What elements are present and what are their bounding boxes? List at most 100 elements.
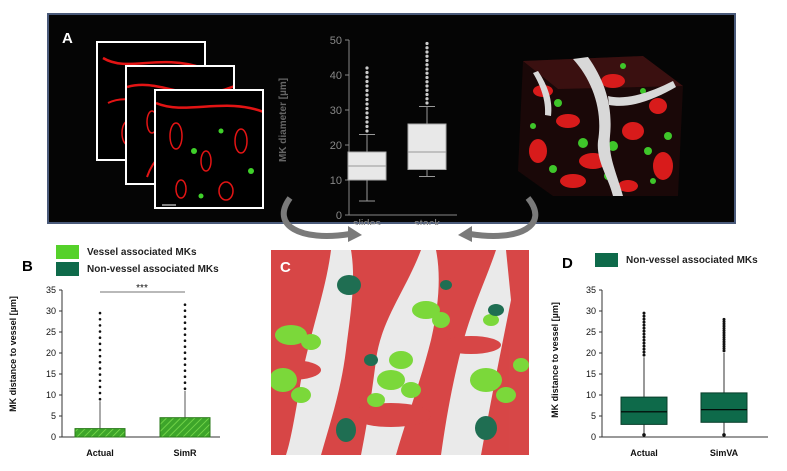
panel-d-boxes bbox=[620, 311, 748, 437]
outlier-point bbox=[425, 46, 429, 50]
outlier-point bbox=[642, 326, 646, 330]
panel-d-ytick-label: 35 bbox=[586, 285, 596, 295]
outlier-point bbox=[722, 349, 726, 353]
legend-item-non-vessel: Non-vessel associated MKs bbox=[56, 262, 219, 276]
outlier-point bbox=[98, 385, 102, 389]
outlier-point bbox=[722, 320, 726, 324]
box-Actual bbox=[620, 396, 668, 425]
outlier-point bbox=[183, 387, 187, 390]
outlier-point bbox=[425, 41, 429, 46]
outlier-point bbox=[365, 75, 369, 79]
outlier-point bbox=[365, 111, 369, 115]
outlier-point bbox=[98, 379, 102, 383]
panel-b-chart: MK distance to vessel [µm] 0 5 10 15 20 25 30 3… bbox=[8, 283, 220, 458]
panel-a-xtick-slides: slides bbox=[353, 218, 382, 225]
outlier-point bbox=[365, 66, 369, 70]
panel-b-ylabel: MK distance to vessel [µm] bbox=[8, 296, 18, 412]
outlier-point bbox=[722, 322, 726, 326]
outlier-point bbox=[642, 335, 646, 339]
panel-b-xtick-actual: Actual bbox=[86, 448, 114, 458]
outlier-point bbox=[722, 329, 726, 333]
panel-a-xtick-stack: stack bbox=[414, 218, 440, 225]
panel-c-label: C bbox=[280, 259, 291, 276]
box-SimVA bbox=[700, 392, 748, 423]
outlier-point bbox=[722, 317, 726, 321]
outlier-point bbox=[183, 369, 187, 372]
panel-a-ytick-label: 40 bbox=[330, 70, 342, 82]
outlier-point bbox=[365, 106, 369, 111]
outlier-point bbox=[183, 351, 187, 354]
legend-swatch-vessel bbox=[56, 245, 79, 259]
outlier-point bbox=[183, 381, 187, 384]
outlier-point bbox=[642, 317, 646, 321]
legend-label-non-vessel: Non-vessel associated MKs bbox=[87, 263, 219, 275]
outlier-point bbox=[425, 92, 429, 97]
outlier-point bbox=[722, 340, 726, 344]
outlier-point bbox=[722, 344, 726, 348]
panel-b-ytick-label: 0 bbox=[51, 432, 56, 442]
panel-b-ytick-label: 30 bbox=[46, 306, 56, 316]
outlier-point bbox=[425, 88, 429, 92]
outlier-point bbox=[183, 375, 187, 378]
legend-swatch-non-vessel bbox=[56, 262, 79, 276]
outlier-point bbox=[642, 311, 646, 315]
box-stack bbox=[407, 123, 447, 170]
panel-b-bars bbox=[74, 303, 211, 438]
bar-SimR bbox=[159, 417, 211, 438]
panel-d-ytick-label: 10 bbox=[586, 390, 596, 400]
outlier-point bbox=[183, 363, 187, 366]
legend-label-vessel: Vessel associated MKs bbox=[87, 246, 197, 258]
panel-a-ytick-label: 50 bbox=[330, 35, 342, 47]
panel-a-ytick-label: 10 bbox=[330, 175, 342, 187]
panel-a-label: A bbox=[62, 30, 73, 47]
outlier-point bbox=[98, 391, 102, 395]
outlier-point bbox=[642, 338, 646, 342]
panel-d-ytick-label: 20 bbox=[586, 348, 596, 358]
outlier-point bbox=[98, 361, 102, 364]
outlier-point bbox=[425, 54, 429, 58]
panel-d-chart: MK distance to vessel [µm] 0 5 10 15 20 25 30 3… bbox=[550, 285, 768, 458]
outlier-point bbox=[425, 71, 429, 75]
outlier-point bbox=[98, 336, 102, 339]
outlier-point bbox=[183, 303, 187, 306]
outlier-point bbox=[98, 324, 102, 327]
panel-d-ytick-label: 30 bbox=[586, 306, 596, 316]
outlier-point bbox=[98, 348, 102, 352]
outlier-point bbox=[98, 397, 102, 401]
outlier-point bbox=[642, 320, 646, 324]
significance-marker: *** bbox=[136, 283, 148, 294]
outlier-point bbox=[98, 373, 102, 376]
outlier-point bbox=[425, 75, 429, 80]
outlier-point bbox=[98, 342, 102, 346]
panel-a-ytick-label: 0 bbox=[336, 210, 342, 222]
outlier-point bbox=[425, 84, 429, 88]
panel-d-ytick-label: 15 bbox=[586, 369, 596, 379]
outlier-point bbox=[365, 79, 369, 84]
bar-Actual bbox=[74, 428, 126, 438]
outlier-point bbox=[642, 323, 646, 327]
outlier-point bbox=[365, 120, 369, 124]
outlier-point bbox=[722, 433, 726, 437]
outlier-point bbox=[642, 433, 646, 437]
legend-item-d-non-vessel: Non-vessel associated MKs bbox=[595, 253, 758, 267]
panel-a-ylabel: MK diameter [µm] bbox=[278, 78, 289, 162]
outlier-point bbox=[722, 338, 726, 342]
outlier-point bbox=[365, 70, 369, 75]
panel-b-xtick-simr: SimR bbox=[173, 448, 197, 458]
outlier-point bbox=[365, 84, 369, 88]
outlier-point bbox=[183, 357, 187, 360]
outlier-point bbox=[722, 333, 726, 337]
panel-a-boxplot: MK diameter [µm] 0 10 20 30 40 50 slides stac… bbox=[278, 35, 457, 225]
outlier-point bbox=[365, 97, 369, 102]
outlier-point bbox=[98, 311, 102, 315]
outlier-point bbox=[642, 329, 646, 333]
panel-d-ylabel: MK distance to vessel [µm] bbox=[550, 302, 560, 418]
legend-swatch-d-non-vessel bbox=[595, 253, 618, 267]
outlier-point bbox=[425, 101, 429, 105]
outlier-point bbox=[642, 350, 646, 354]
slide-image-front bbox=[154, 89, 264, 209]
outlier-point bbox=[425, 50, 429, 54]
outlier-point bbox=[722, 347, 726, 351]
legend-item-vessel: Vessel associated MKs bbox=[56, 245, 197, 259]
